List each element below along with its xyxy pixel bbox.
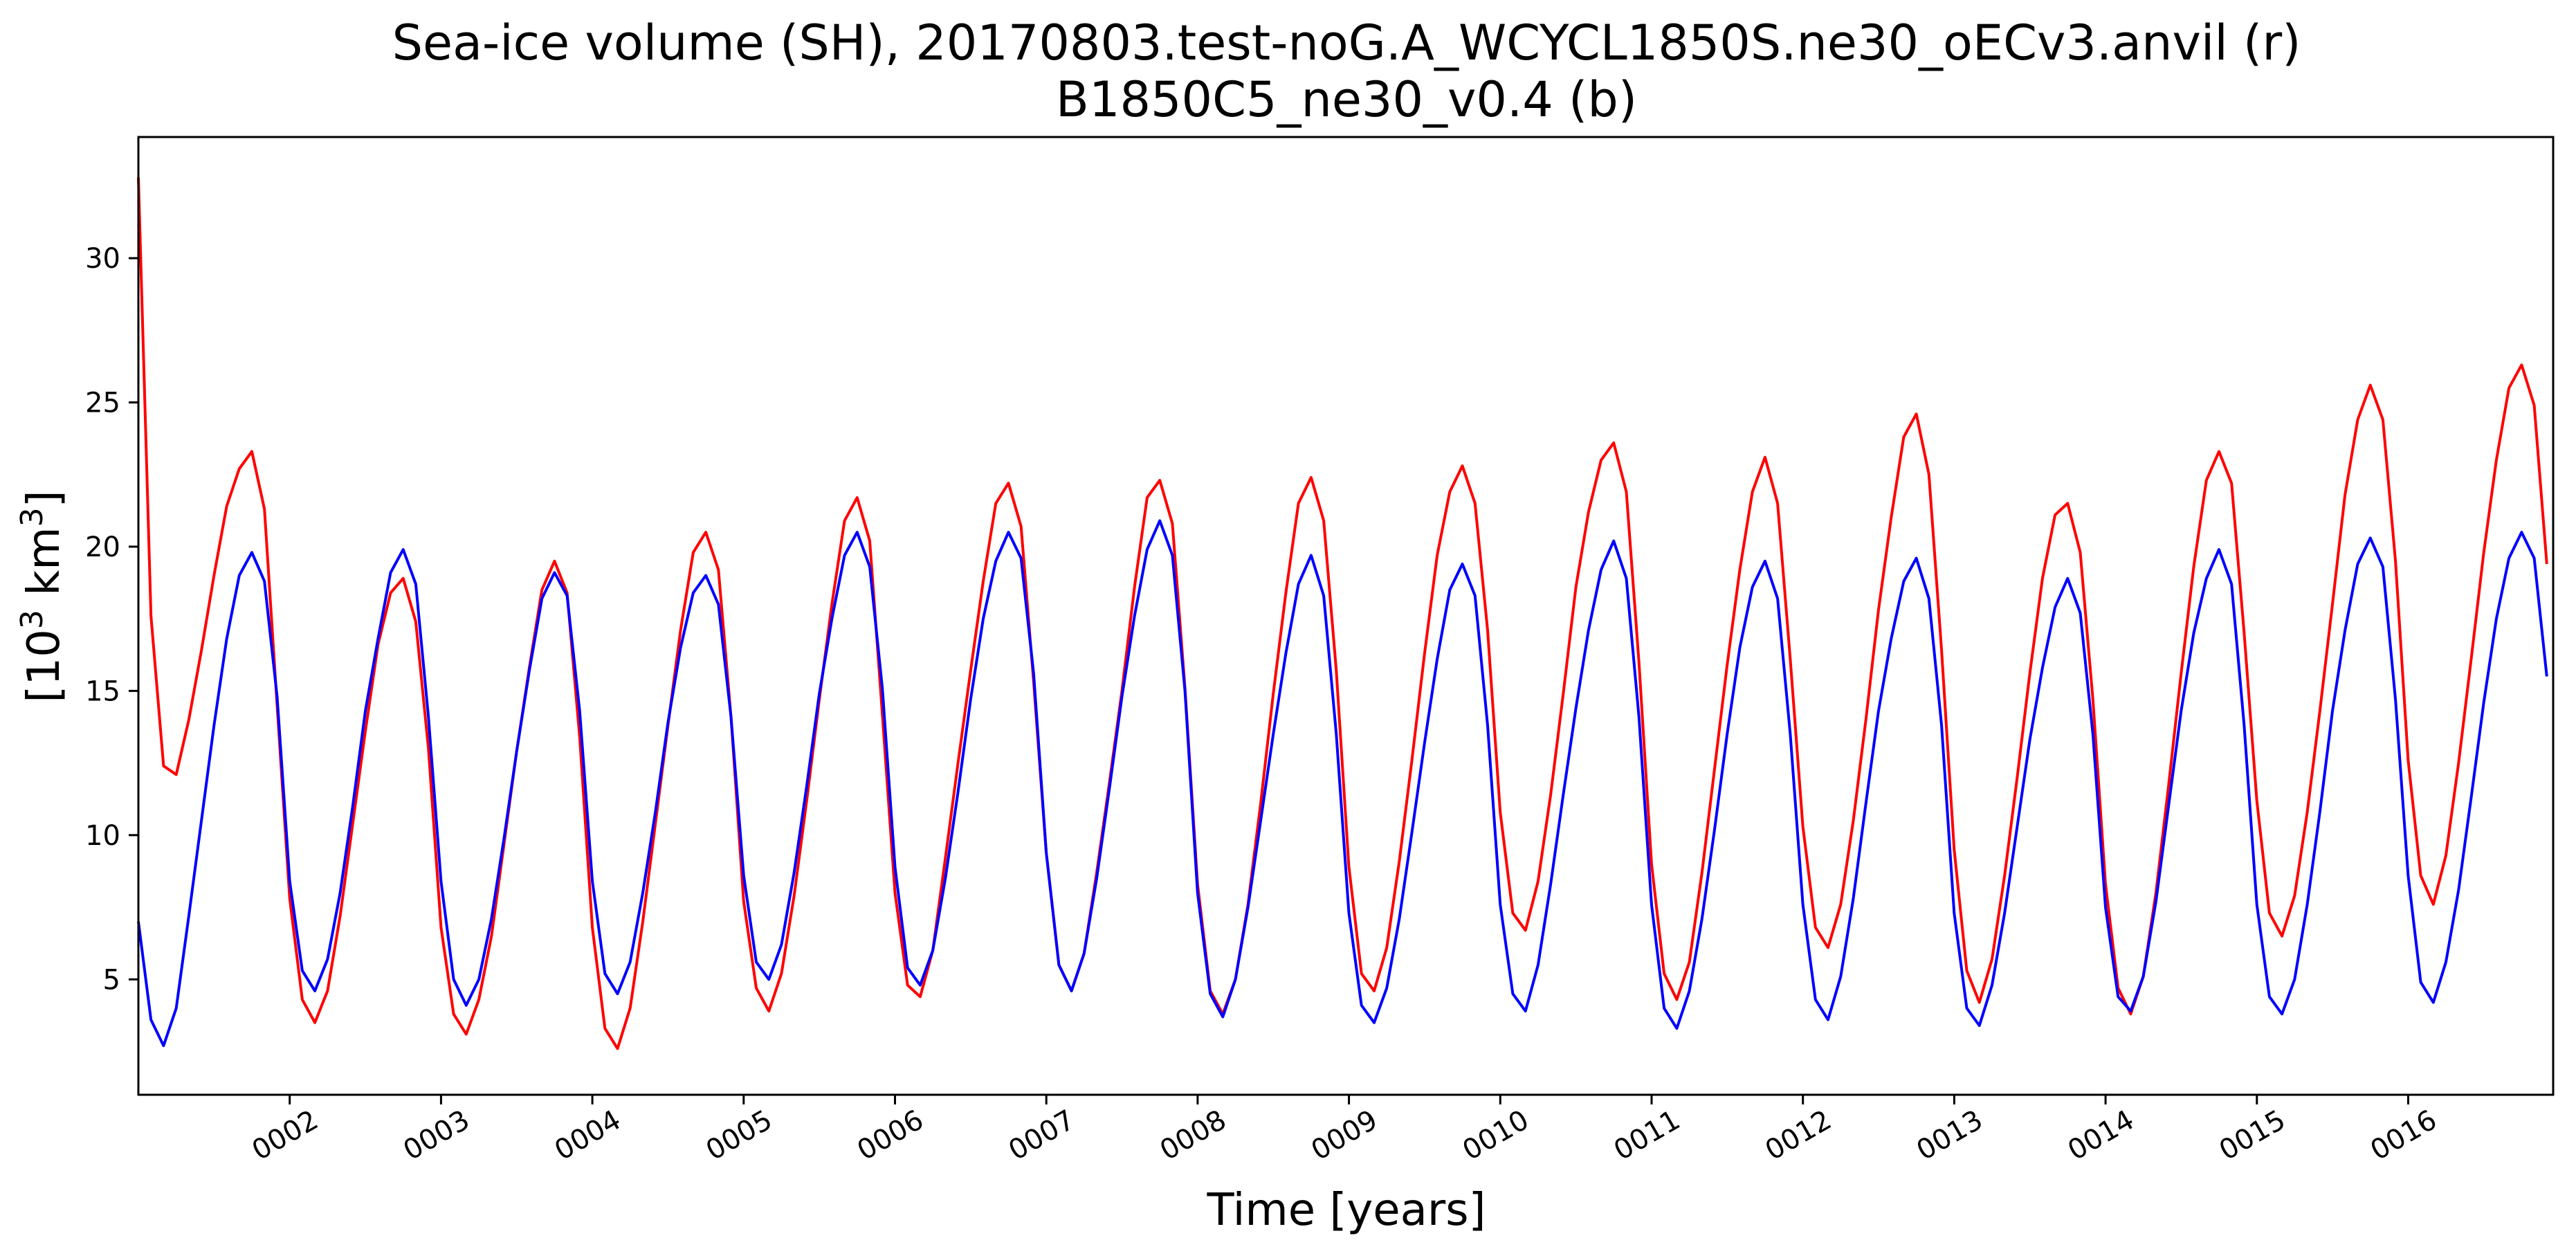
x-tick-label-0003: 0003 <box>398 1104 475 1167</box>
y-axis: 5 10 15 20 25 30 <box>85 243 138 996</box>
y-axis-label-unit: km <box>19 527 70 610</box>
x-tick-label-0016: 0016 <box>2365 1104 2442 1167</box>
x-tick-label-0005: 0005 <box>701 1104 778 1167</box>
y-tick-label-5: 5 <box>103 964 120 996</box>
plot-area: 0002 0003 0004 0005 0006 0007 0008 0009 0010 0011… <box>85 136 2555 1167</box>
x-tick-label-0013: 0013 <box>1911 1104 1988 1167</box>
x-tick-label-0004: 0004 <box>549 1104 626 1167</box>
y-axis-label-exponent-2: 3 <box>15 507 50 527</box>
x-tick-label-0006: 0006 <box>852 1104 929 1167</box>
series-line-2 <box>137 519 2548 1048</box>
y-tick-label-25: 25 <box>85 388 120 419</box>
x-tick-label-0009: 0009 <box>1306 1104 1383 1167</box>
x-tick-label-0007: 0007 <box>1003 1104 1080 1167</box>
y-tick-label-10: 10 <box>85 820 120 852</box>
y-tick-label-30: 30 <box>85 243 120 275</box>
x-tick-label-0008: 0008 <box>1155 1104 1232 1167</box>
x-tick-label-0012: 0012 <box>1760 1104 1837 1167</box>
series-layer <box>137 177 2548 1050</box>
y-axis-label: [103 km3] <box>15 490 70 702</box>
y-axis-label-exponent-1: 3 <box>15 610 50 629</box>
x-tick-label-0010: 0010 <box>1457 1104 1534 1167</box>
chart-title-line-1: Sea-ice volume (SH), 20170803.test-noG.A… <box>392 15 2301 71</box>
y-tick-label-15: 15 <box>85 675 120 707</box>
plot-frame <box>137 136 2555 1096</box>
y-axis-label-end: ] <box>19 490 70 507</box>
series-line-1 <box>137 177 2548 1050</box>
y-axis-label-base: [10 <box>19 629 70 702</box>
x-tick-label-0011: 0011 <box>1609 1104 1686 1167</box>
x-tick-label-0015: 0015 <box>2214 1104 2291 1167</box>
x-axis-label: Time [years] <box>1206 1185 1486 1236</box>
y-tick-label-20: 20 <box>85 531 120 563</box>
x-tick-label-0002: 0002 <box>247 1104 324 1167</box>
chart-title-line-2: B1850C5_ne30_v0.4 (b) <box>1056 71 1637 128</box>
x-axis: 0002 0003 0004 0005 0006 0007 0008 0009 0010 0011… <box>247 1095 2442 1167</box>
x-tick-label-0014: 0014 <box>2063 1104 2139 1167</box>
